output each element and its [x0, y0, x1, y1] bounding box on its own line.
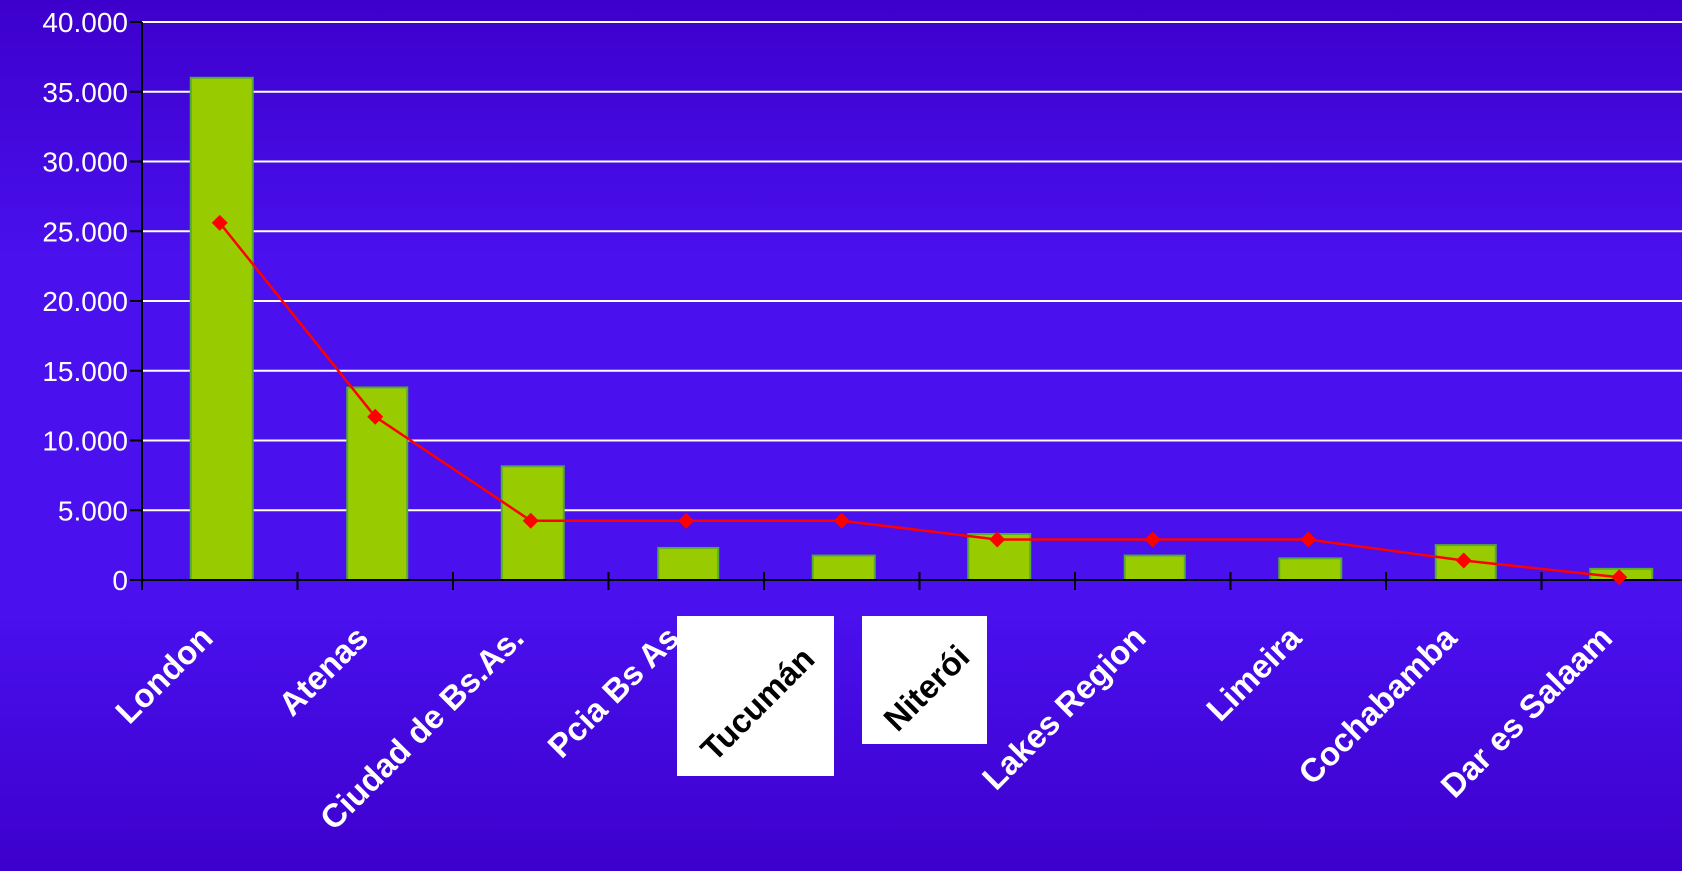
- y-tick-label: 25.000: [42, 216, 128, 247]
- bar: [811, 554, 876, 582]
- bar: [657, 546, 720, 581]
- y-tick-label: 40.000: [42, 7, 128, 38]
- line-point: [833, 512, 850, 529]
- line-point: [1611, 569, 1628, 586]
- axes: [130, 21, 1682, 590]
- bar: [189, 76, 254, 582]
- line-point: [678, 512, 695, 529]
- y-tick-label: 35.000: [42, 77, 128, 108]
- y-tick-label: 20.000: [42, 286, 128, 317]
- y-tick-label: 15.000: [42, 356, 128, 387]
- line-point: [989, 531, 1006, 548]
- line-point: [367, 408, 384, 425]
- line-point: [1300, 531, 1317, 548]
- x-tick-label: Atenas: [271, 619, 375, 723]
- line-point: [1455, 552, 1472, 569]
- y-tick-label: 10.000: [42, 426, 128, 457]
- x-tick-label: Cochabamba: [1291, 618, 1464, 791]
- line-series: [211, 214, 1628, 586]
- y-tick-label: 5.000: [58, 495, 128, 526]
- line-point: [1144, 531, 1161, 548]
- y-tick-labels: 0 5.000 10.000 15.000 20.000 25.000 30.000 35.0…: [42, 7, 128, 596]
- y-tick-label: 0: [112, 565, 128, 596]
- x-tick-label: Lakes Region: [975, 619, 1153, 797]
- x-tick-label: London: [108, 619, 220, 731]
- line-point: [522, 512, 539, 529]
- bar: [1123, 554, 1186, 582]
- x-tick-label: Pcia Bs As: [540, 619, 686, 765]
- label-box: [862, 616, 987, 744]
- line-point: [211, 214, 228, 231]
- label-box: [677, 616, 834, 776]
- y-tick-label: 30.000: [42, 147, 128, 178]
- line-path: [218, 222, 1620, 579]
- x-tick-label: Limeira: [1199, 618, 1309, 728]
- bar: [1278, 557, 1343, 582]
- bar-series: [189, 76, 1654, 582]
